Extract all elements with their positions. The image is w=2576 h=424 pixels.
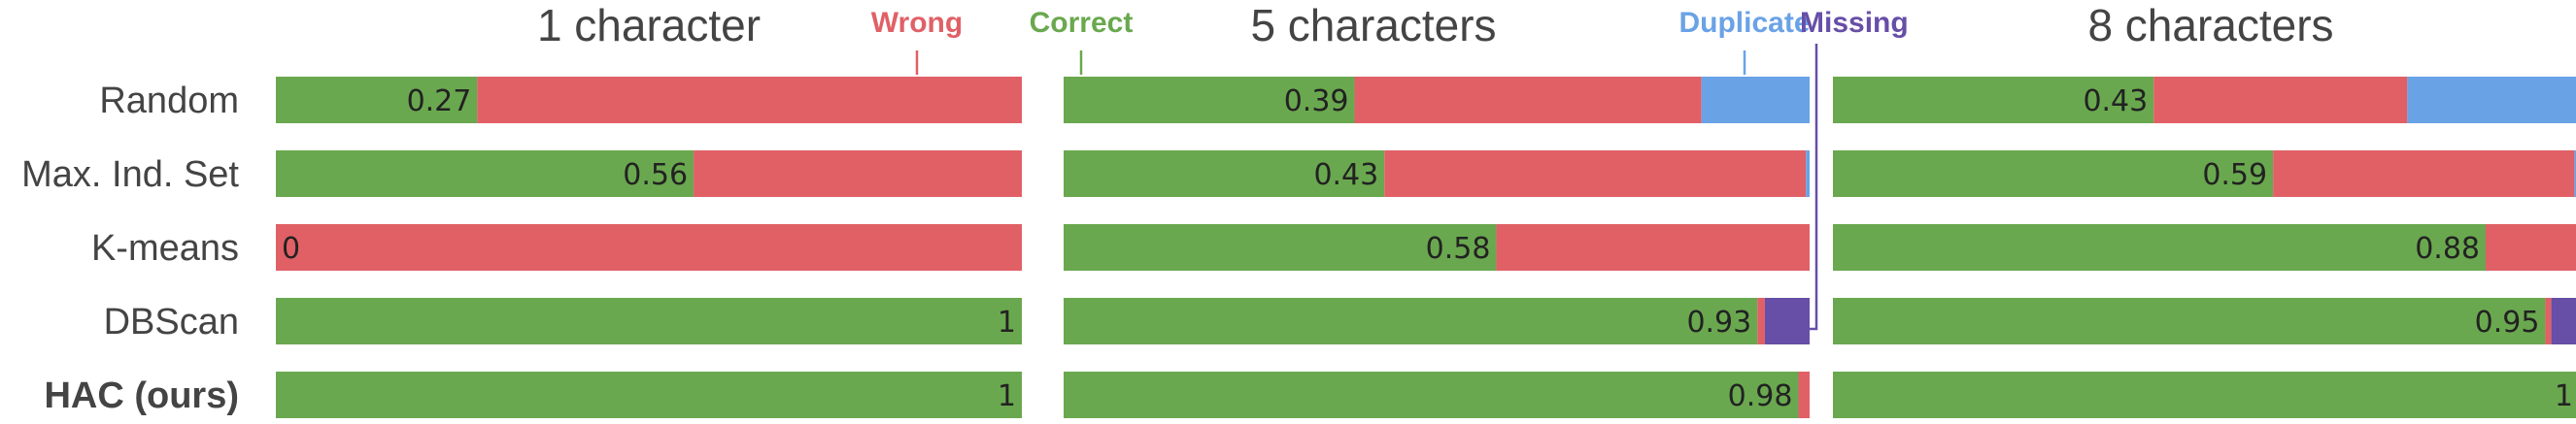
bar-wrong-8-characters-max-ind-set [2273, 150, 2575, 197]
bar-correct-8-characters-dbscan [1833, 298, 2546, 344]
bar-wrong-5-characters-random [1354, 77, 1702, 123]
value-label-5-characters-hac-ours: 0.98 [1728, 379, 1793, 413]
bar-duplicate-8-characters-max-ind-set [2574, 150, 2576, 197]
bar-duplicate-5-characters-random [1701, 77, 1810, 123]
legend-label-wrong: Wrong [871, 7, 963, 39]
bar-wrong-1-character-random [477, 77, 1022, 123]
bar-wrong-5-characters-k-means [1496, 224, 1810, 271]
bar-correct-5-characters-k-means [1064, 224, 1497, 271]
bar-correct-8-characters-max-ind-set [1833, 150, 2274, 197]
panel-title-8-characters: 8 characters [2087, 0, 2333, 50]
panel-title-5-characters: 5 characters [1250, 0, 1496, 50]
bar-wrong-5-characters-max-ind-set [1384, 150, 1807, 197]
bar-correct-1-character-dbscan [276, 298, 1022, 344]
value-label-5-characters-k-means: 0.58 [1426, 232, 1491, 266]
legend-label-missing: Missing [1800, 7, 1909, 39]
bar-wrong-8-characters-k-means [2486, 224, 2576, 271]
value-label-8-characters-hac-ours: 1 [2555, 379, 2573, 413]
row-label-k-means: K-means [91, 228, 239, 269]
row-label-max-ind-set: Max. Ind. Set [21, 154, 239, 195]
value-label-8-characters-random: 0.43 [2083, 84, 2148, 118]
bar-wrong-5-characters-hac-ours [1798, 372, 1810, 418]
value-label-1-character-hac-ours: 1 [998, 379, 1016, 413]
bar-missing-8-characters-dbscan [2551, 298, 2576, 344]
bar-missing-5-characters-dbscan [1764, 298, 1810, 344]
value-label-1-character-dbscan: 1 [998, 306, 1016, 340]
bar-duplicate-5-characters-max-ind-set [1806, 150, 1810, 197]
value-label-1-character-k-means: 0 [282, 232, 300, 266]
bar-correct-1-character-random [276, 77, 478, 123]
legend-label-correct: Correct [1030, 7, 1134, 39]
bar-wrong-1-character-k-means [276, 224, 1022, 271]
value-label-8-characters-max-ind-set: 0.59 [2202, 158, 2267, 192]
row-labels: Random Max. Ind. Set K-means DBScan HAC (our… [21, 81, 239, 416]
value-label-8-characters-dbscan: 0.95 [2475, 306, 2540, 340]
bar-wrong-8-characters-dbscan [2545, 298, 2552, 344]
value-label-1-character-random: 0.27 [407, 84, 472, 118]
legend-label-duplicate: Duplicate [1678, 7, 1810, 39]
row-label-dbscan: DBScan [104, 302, 239, 342]
bar-correct-5-characters-random [1064, 77, 1355, 123]
bar-correct-5-characters-max-ind-set [1064, 150, 1385, 197]
bar-correct-8-characters-hac-ours [1833, 372, 2576, 418]
value-label-8-characters-k-means: 0.88 [2415, 232, 2480, 266]
bar-correct-5-characters-hac-ours [1064, 372, 1799, 418]
bar-duplicate-8-characters-random [2407, 77, 2576, 123]
value-label-5-characters-random: 0.39 [1284, 84, 1349, 118]
row-label-hac-ours: HAC (ours) [44, 375, 239, 416]
value-label-5-characters-max-ind-set: 0.43 [1313, 158, 1378, 192]
value-label-1-character-max-ind-set: 0.56 [623, 158, 688, 192]
panel-titles: 1 character 5 characters 8 characters [537, 0, 2334, 50]
row-label-random: Random [99, 81, 239, 121]
value-label-5-characters-dbscan: 0.93 [1686, 306, 1751, 340]
bar-correct-8-characters-random [1833, 77, 2154, 123]
bar-correct-1-character-max-ind-set [276, 150, 695, 197]
panel-title-1-character: 1 character [537, 0, 761, 50]
bar-correct-5-characters-dbscan [1064, 298, 1758, 344]
bar-wrong-5-characters-dbscan [1757, 298, 1765, 344]
bar-correct-1-character-hac-ours [276, 372, 1022, 418]
bar-wrong-8-characters-random [2153, 77, 2408, 123]
bar-wrong-1-character-max-ind-set [694, 150, 1022, 197]
bars: 0.27 0.56 0 1 1 0.39 0.43 0.58 0.93 0.98 0.43 0.59 0… [276, 77, 2576, 418]
bar-correct-8-characters-k-means [1833, 224, 2486, 271]
